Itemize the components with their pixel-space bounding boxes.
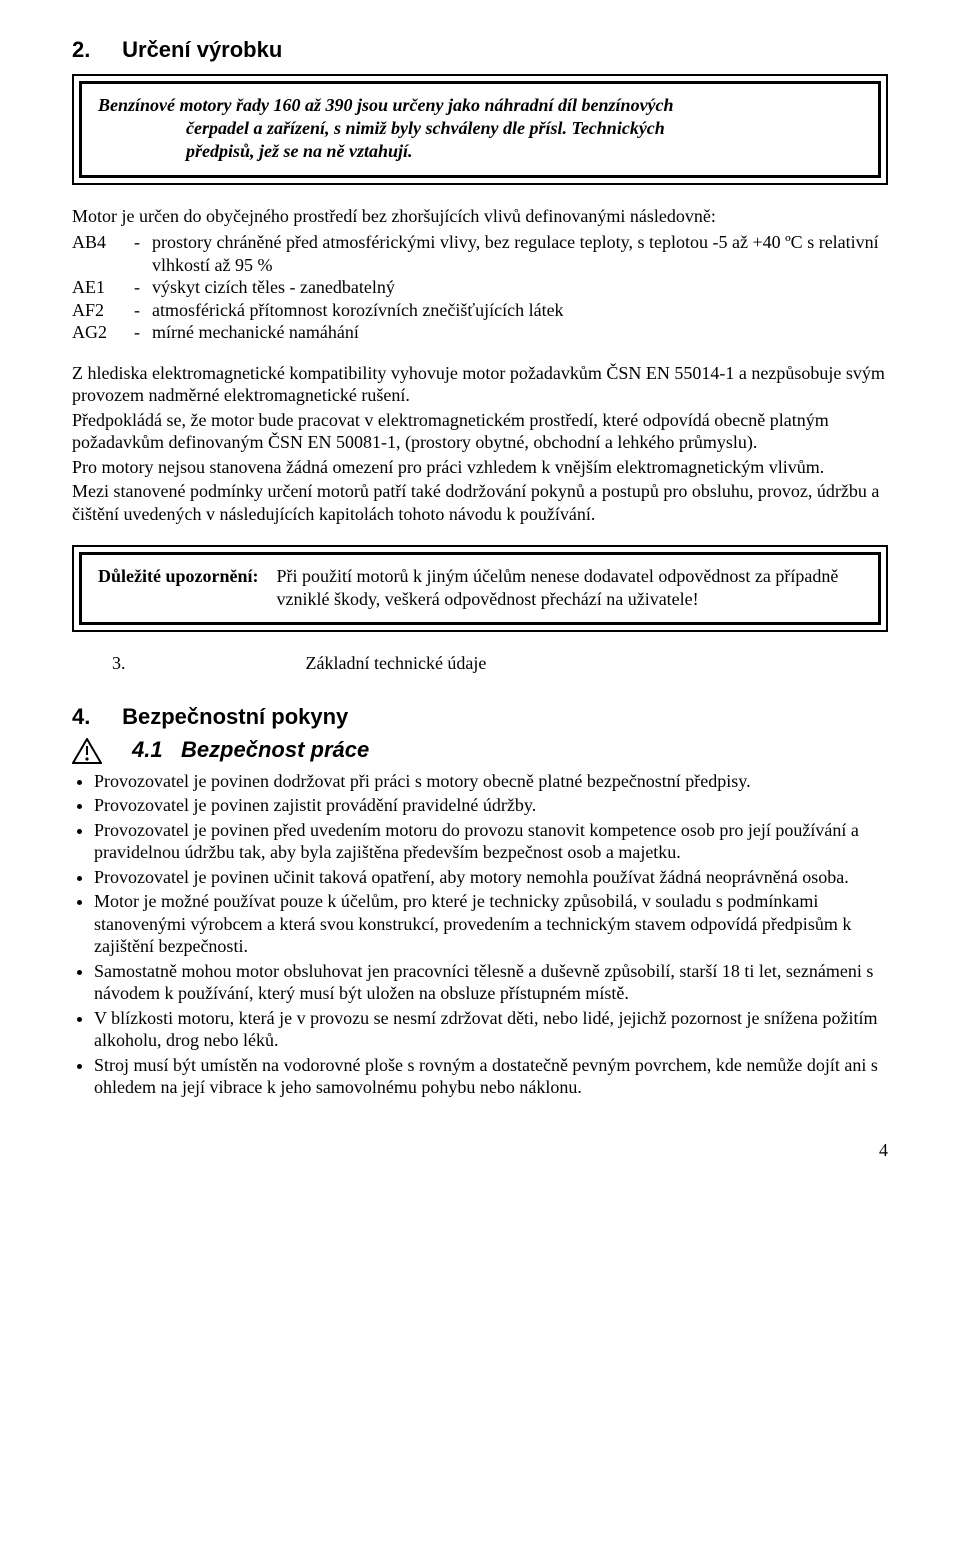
env-definitions: AB4 - prostory chráněné před atmosférick… (72, 231, 888, 344)
section-3-row: 3. Základní technické údaje (112, 652, 888, 675)
notice-row: Důležité upozornění: Při použití motorů … (98, 565, 862, 610)
def-dash: - (134, 299, 152, 322)
list-item: V blízkosti motoru, která je v provozu s… (94, 1007, 888, 1052)
warning-icon (72, 738, 102, 764)
section-3-number: 3. (112, 652, 126, 675)
def-row: AF2 - atmosférická přítomnost korozívníc… (72, 299, 888, 322)
def-key: AB4 (72, 231, 134, 276)
intro-line2: čerpadel a zařízení, s nimiž byly schvál… (186, 117, 862, 140)
intro-line3: předpisů, jež se na ně vztahují. (186, 140, 862, 163)
list-item: Stroj musí být umístěn na vodorovné ploš… (94, 1054, 888, 1099)
intro-box-text: Benzínové motory řady 160 až 390 jsou ur… (98, 94, 862, 163)
def-dash: - (134, 321, 152, 344)
section-4-1-title: Bezpečnost práce (181, 737, 369, 762)
def-val: prostory chráněné před atmosférickými vl… (152, 231, 888, 276)
intro-box-inner: Benzínové motory řady 160 až 390 jsou ur… (79, 81, 881, 178)
list-item: Motor je možné používat pouze k účelům, … (94, 890, 888, 958)
def-key: AF2 (72, 299, 134, 322)
def-row: AE1 - výskyt cizích těles - zanedbatelný (72, 276, 888, 299)
list-item: Provozovatel je povinen učinit taková op… (94, 866, 888, 889)
def-val: mírné mechanické namáhání (152, 321, 888, 344)
def-val: výskyt cizích těles - zanedbatelný (152, 276, 888, 299)
notice-label: Důležité upozornění: (98, 565, 258, 610)
section-2-title: Určení výrobku (122, 37, 282, 62)
section-4-heading: 4. Bezpečnostní pokyny (72, 703, 888, 731)
list-item: Provozovatel je povinen zajistit provádě… (94, 794, 888, 817)
body-para: Předpokládá se, že motor bude pracovat v… (72, 409, 888, 454)
list-item: Samostatně mohou motor obsluhovat jen pr… (94, 960, 888, 1005)
def-dash: - (134, 231, 152, 276)
def-key: AE1 (72, 276, 134, 299)
page-number: 4 (72, 1139, 888, 1162)
body-para: Z hlediska elektromagnetické kompatibili… (72, 362, 888, 407)
body-para: Pro motory nejsou stanovena žádná omezen… (72, 456, 888, 479)
section-4-1-heading: 4.1 Bezpečnost práce (132, 736, 888, 764)
section-2-number: 2. (72, 36, 116, 64)
def-row: AG2 - mírné mechanické namáhání (72, 321, 888, 344)
notice-box-inner: Důležité upozornění: Při použití motorů … (79, 552, 881, 625)
notice-text: Při použití motorů k jiným účelům nenese… (276, 565, 862, 610)
intro-line1: Benzínové motory řady 160 až 390 jsou ur… (98, 95, 674, 115)
env-intro: Motor je určen do obyčejného prostředí b… (72, 205, 888, 228)
def-row: AB4 - prostory chráněné před atmosférick… (72, 231, 888, 276)
list-item: Provozovatel je povinen před uvedením mo… (94, 819, 888, 864)
def-dash: - (134, 276, 152, 299)
section-4-1-number: 4.1 (132, 737, 163, 762)
def-key: AG2 (72, 321, 134, 344)
section-4-number: 4. (72, 703, 116, 731)
safety-bullets: Provozovatel je povinen dodržovat při pr… (72, 770, 888, 1099)
section-4-1-row: 4.1 Bezpečnost práce (72, 736, 888, 770)
section-2-heading: 2. Určení výrobku (72, 36, 888, 64)
body-para: Mezi stanovené podmínky určení motorů pa… (72, 480, 888, 525)
section-4-title: Bezpečnostní pokyny (122, 704, 348, 729)
notice-box-outer: Důležité upozornění: Při použití motorů … (72, 545, 888, 632)
intro-box-outer: Benzínové motory řady 160 až 390 jsou ur… (72, 74, 888, 185)
section-3-title: Základní technické údaje (306, 652, 487, 675)
def-val: atmosférická přítomnost korozívních zneč… (152, 299, 888, 322)
list-item: Provozovatel je povinen dodržovat při pr… (94, 770, 888, 793)
